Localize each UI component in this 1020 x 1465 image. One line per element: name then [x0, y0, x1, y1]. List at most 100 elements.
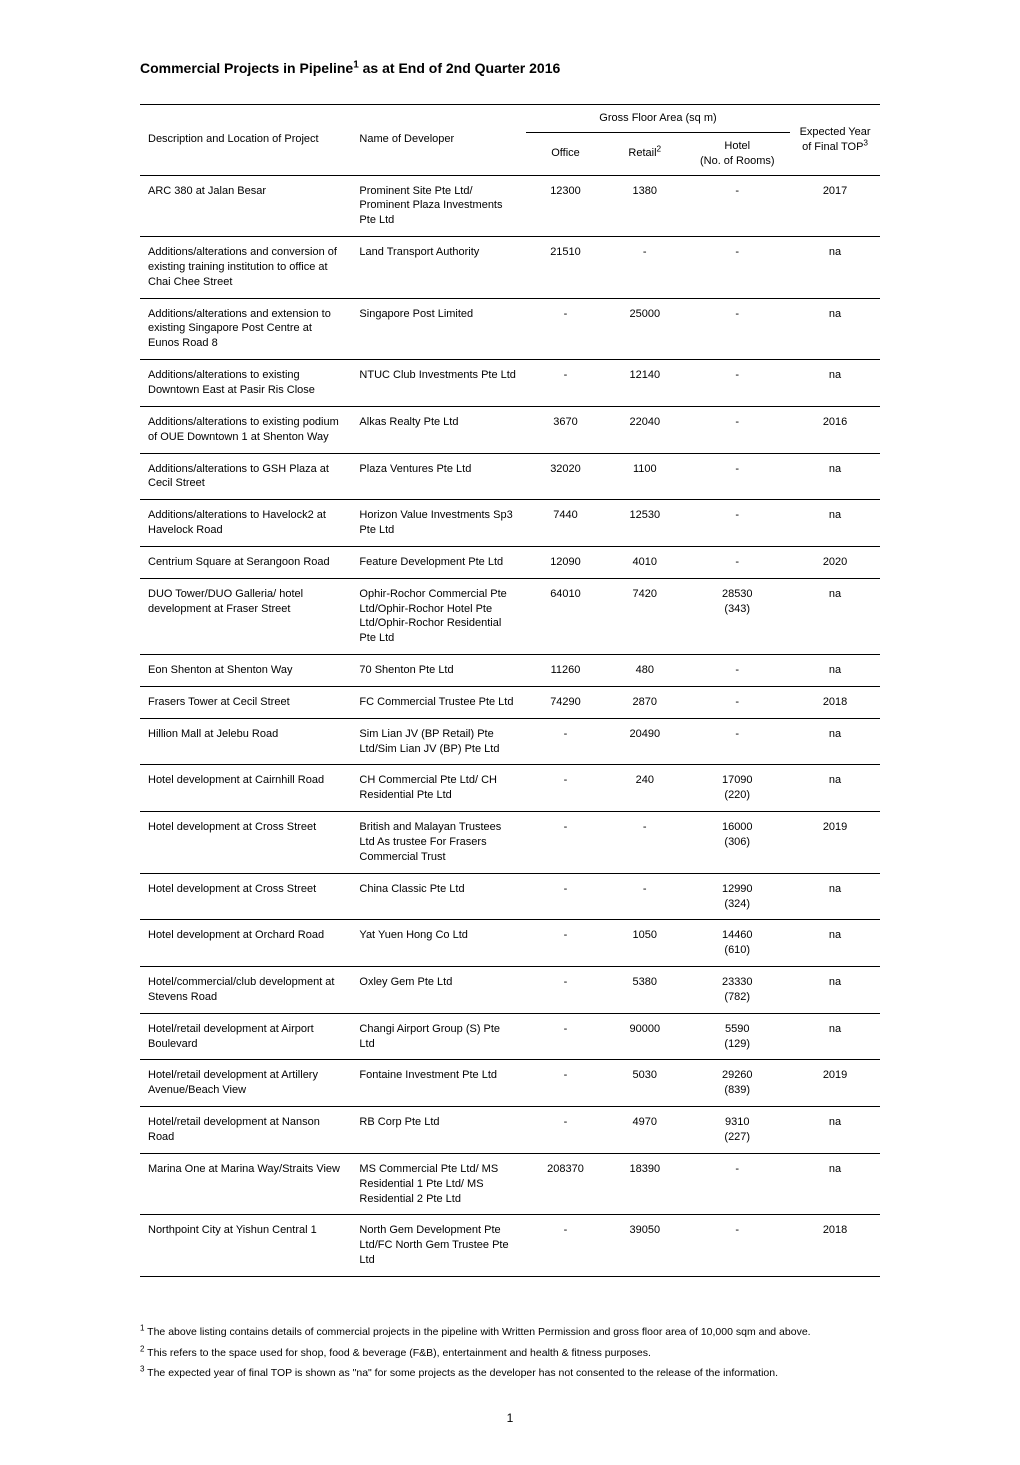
cell-developer: NTUC Club Investments Pte Ltd	[351, 360, 525, 407]
table-row: Marina One at Marina Way/Straits ViewMS …	[140, 1153, 880, 1215]
cell-developer: FC Commercial Trustee Pte Ltd	[351, 686, 525, 718]
cell-office: -	[526, 967, 605, 1014]
cell-expected-top: na	[790, 500, 880, 547]
cell-office: -	[526, 812, 605, 874]
cell-hotel: 28530(343)	[684, 578, 790, 654]
cell-retail: 240	[605, 765, 684, 812]
cell-developer: Fontaine Investment Pte Ltd	[351, 1060, 525, 1107]
cell-description: Eon Shenton at Shenton Way	[140, 655, 351, 687]
cell-hotel: -	[684, 718, 790, 765]
table-row: Hotel/commercial/club development at Ste…	[140, 967, 880, 1014]
th-hotel: Hotel(No. of Rooms)	[684, 132, 790, 175]
cell-description: Additions/alterations to GSH Plaza at Ce…	[140, 453, 351, 500]
cell-hotel: -	[684, 686, 790, 718]
cell-hotel: -	[684, 298, 790, 360]
cell-retail: 1100	[605, 453, 684, 500]
cell-developer: Feature Development Pte Ltd	[351, 546, 525, 578]
cell-office: 32020	[526, 453, 605, 500]
cell-developer: British and Malayan Trustees Ltd As trus…	[351, 812, 525, 874]
table-row: Additions/alterations to existing Downto…	[140, 360, 880, 407]
cell-hotel: 12990(324)	[684, 873, 790, 920]
cell-hotel: 9310(227)	[684, 1107, 790, 1154]
cell-retail: 5380	[605, 967, 684, 1014]
cell-description: Additions/alterations to existing Downto…	[140, 360, 351, 407]
cell-retail: 480	[605, 655, 684, 687]
th-expected-top: Expected Year of Final TOP3	[790, 105, 880, 176]
cell-description: DUO Tower/DUO Galleria/ hotel developmen…	[140, 578, 351, 654]
cell-developer: MS Commercial Pte Ltd/ MS Residential 1 …	[351, 1153, 525, 1215]
table-row: Additions/alterations to existing podium…	[140, 406, 880, 453]
cell-office: -	[526, 718, 605, 765]
table-row: Hotel/retail development at Artillery Av…	[140, 1060, 880, 1107]
page-title: Commercial Projects in Pipeline1 as at E…	[140, 60, 880, 76]
table-row: Frasers Tower at Cecil StreetFC Commerci…	[140, 686, 880, 718]
footnote-1: 1 The above listing contains details of …	[140, 1325, 880, 1340]
cell-retail: 7420	[605, 578, 684, 654]
th-office: Office	[526, 132, 605, 175]
cell-description: Additions/alterations and conversion of …	[140, 237, 351, 299]
cell-retail: 90000	[605, 1013, 684, 1060]
cell-office: 64010	[526, 578, 605, 654]
table-row: Hotel development at Cairnhill RoadCH Co…	[140, 765, 880, 812]
cell-retail: -	[605, 812, 684, 874]
cell-expected-top: na	[790, 655, 880, 687]
cell-hotel: -	[684, 406, 790, 453]
cell-expected-top: 2020	[790, 546, 880, 578]
cell-office: -	[526, 360, 605, 407]
cell-retail: 4010	[605, 546, 684, 578]
cell-developer: Changi Airport Group (S) Pte Ltd	[351, 1013, 525, 1060]
cell-hotel: -	[684, 360, 790, 407]
cell-office: 74290	[526, 686, 605, 718]
table-row: Hotel development at Cross StreetChina C…	[140, 873, 880, 920]
cell-office: -	[526, 920, 605, 967]
cell-expected-top: na	[790, 873, 880, 920]
projects-table: Description and Location of Project Name…	[140, 104, 880, 1277]
footnotes: 1 The above listing contains details of …	[140, 1325, 880, 1381]
cell-expected-top: na	[790, 765, 880, 812]
cell-developer: Horizon Value Investments Sp3 Pte Ltd	[351, 500, 525, 547]
cell-developer: RB Corp Pte Ltd	[351, 1107, 525, 1154]
cell-description: Hotel development at Cairnhill Road	[140, 765, 351, 812]
cell-expected-top: na	[790, 237, 880, 299]
cell-expected-top: 2018	[790, 686, 880, 718]
th-developer: Name of Developer	[351, 105, 525, 176]
cell-hotel: -	[684, 1153, 790, 1215]
page-number: 1	[140, 1411, 880, 1425]
table-row: ARC 380 at Jalan BesarProminent Site Pte…	[140, 175, 880, 237]
cell-retail: 1050	[605, 920, 684, 967]
cell-expected-top: na	[790, 1153, 880, 1215]
cell-developer: China Classic Pte Ltd	[351, 873, 525, 920]
cell-description: Marina One at Marina Way/Straits View	[140, 1153, 351, 1215]
table-row: Additions/alterations to Havelock2 at Ha…	[140, 500, 880, 547]
cell-retail: 1380	[605, 175, 684, 237]
cell-office: -	[526, 873, 605, 920]
cell-expected-top: na	[790, 920, 880, 967]
cell-developer: Oxley Gem Pte Ltd	[351, 967, 525, 1014]
cell-retail: 25000	[605, 298, 684, 360]
cell-description: Hotel development at Cross Street	[140, 873, 351, 920]
cell-developer: Singapore Post Limited	[351, 298, 525, 360]
cell-hotel: -	[684, 546, 790, 578]
table-row: Centrium Square at Serangoon RoadFeature…	[140, 546, 880, 578]
table-row: Hotel development at Orchard RoadYat Yue…	[140, 920, 880, 967]
cell-developer: Plaza Ventures Pte Ltd	[351, 453, 525, 500]
cell-office: 3670	[526, 406, 605, 453]
cell-expected-top: na	[790, 298, 880, 360]
cell-description: Frasers Tower at Cecil Street	[140, 686, 351, 718]
cell-office: -	[526, 1013, 605, 1060]
cell-expected-top: 2019	[790, 812, 880, 874]
cell-retail: 5030	[605, 1060, 684, 1107]
cell-description: Centrium Square at Serangoon Road	[140, 546, 351, 578]
cell-retail: 18390	[605, 1153, 684, 1215]
cell-expected-top: 2017	[790, 175, 880, 237]
cell-description: Additions/alterations and extension to e…	[140, 298, 351, 360]
cell-hotel: 17090(220)	[684, 765, 790, 812]
table-row: Hotel/retail development at Airport Boul…	[140, 1013, 880, 1060]
cell-developer: Land Transport Authority	[351, 237, 525, 299]
cell-office: -	[526, 765, 605, 812]
cell-developer: Alkas Realty Pte Ltd	[351, 406, 525, 453]
cell-hotel: 29260(839)	[684, 1060, 790, 1107]
table-row: Additions/alterations to GSH Plaza at Ce…	[140, 453, 880, 500]
cell-developer: Ophir-Rochor Commercial Pte Ltd/Ophir-Ro…	[351, 578, 525, 654]
cell-expected-top: na	[790, 718, 880, 765]
